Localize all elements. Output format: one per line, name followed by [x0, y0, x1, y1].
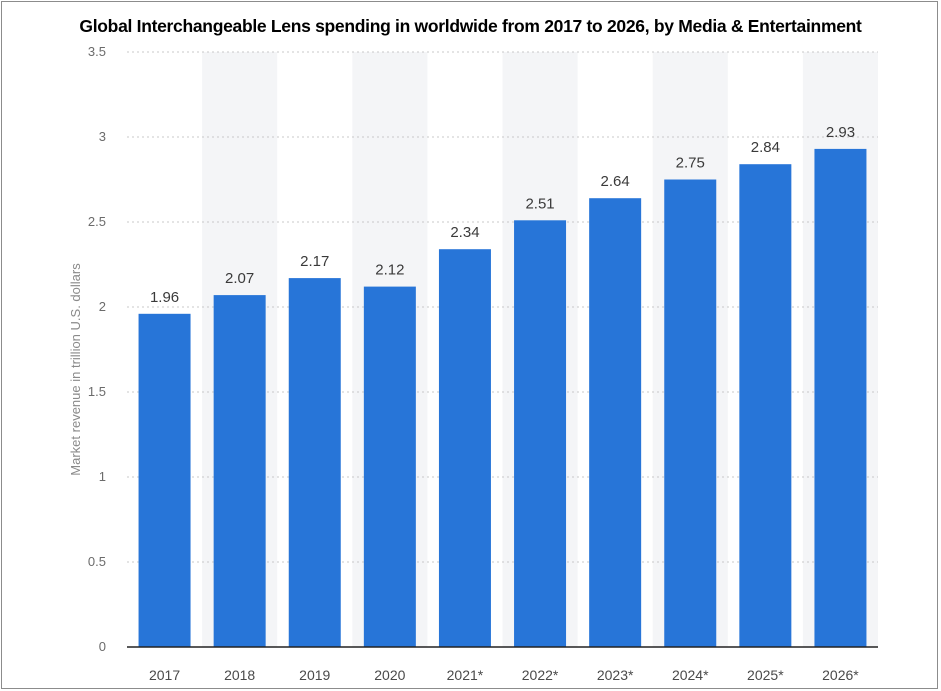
x-tick-label: 2026* — [822, 667, 859, 683]
data-label: 2.75 — [676, 155, 705, 172]
data-label: 2.34 — [450, 224, 479, 241]
data-label: 2.84 — [751, 139, 780, 156]
data-label: 2.17 — [300, 253, 329, 270]
y-tick-label: 1 — [99, 469, 106, 484]
bar — [438, 249, 491, 647]
x-tick-label: 2017 — [149, 667, 180, 683]
chart-title: Global Interchangeable Lens spending in … — [79, 16, 862, 36]
y-tick-label: 3.5 — [88, 44, 106, 59]
bar — [363, 286, 416, 647]
bar — [589, 198, 642, 647]
bar — [664, 179, 717, 647]
data-label: 2.12 — [375, 262, 404, 279]
y-tick-label: 2 — [99, 299, 106, 314]
y-tick-label: 0 — [99, 639, 106, 654]
bar — [739, 164, 792, 647]
x-tick-label: 2022* — [522, 667, 559, 683]
x-tick-label: 2024* — [672, 667, 709, 683]
bar — [514, 220, 567, 648]
data-label: 2.93 — [826, 124, 855, 141]
y-tick-label: 0.5 — [88, 554, 106, 569]
data-label: 2.51 — [525, 195, 554, 212]
x-tick-label: 2021* — [447, 667, 484, 683]
y-tick-label: 1.5 — [88, 384, 106, 399]
bar — [814, 148, 867, 647]
bar — [138, 313, 191, 647]
y-tick-label: 3 — [99, 129, 106, 144]
x-tick-label: 2020 — [374, 667, 405, 683]
x-tick-label: 2019 — [299, 667, 330, 683]
x-tick-label: 2023* — [597, 667, 634, 683]
bar — [213, 295, 266, 647]
y-axis-label: Market revenue in trillion U.S. dollars — [68, 263, 83, 476]
x-tick-label: 2018 — [224, 667, 255, 683]
data-label: 2.64 — [601, 173, 630, 190]
data-label: 2.07 — [225, 270, 254, 287]
data-label: 1.96 — [150, 289, 179, 306]
bar — [288, 278, 341, 647]
x-tick-label: 2025* — [747, 667, 784, 683]
y-tick-label: 2.5 — [88, 214, 106, 229]
